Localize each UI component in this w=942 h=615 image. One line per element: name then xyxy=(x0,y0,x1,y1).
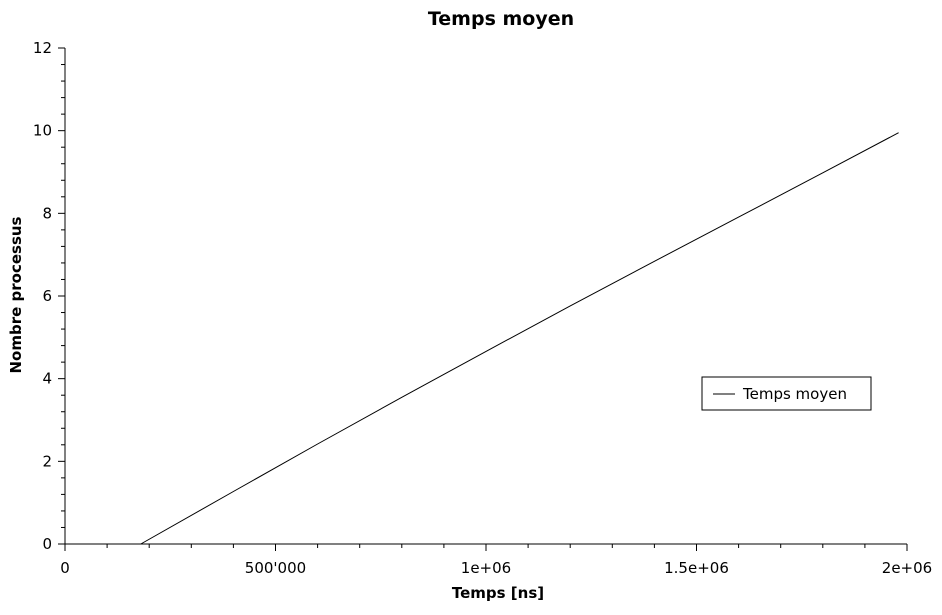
axes xyxy=(64,48,907,545)
y-tick-label: 4 xyxy=(42,370,52,388)
series-group xyxy=(140,132,899,545)
x-tick-label: 500'000 xyxy=(245,559,306,577)
legend-label: Temps moyen xyxy=(742,385,847,403)
x-tick-label: 0 xyxy=(60,559,70,577)
y-tick-label: 12 xyxy=(33,39,52,57)
chart-title: Temps moyen xyxy=(428,8,574,30)
y-tick-label: 6 xyxy=(42,287,52,305)
ticks: 0 500'000 1e+06 1.5e+06 2e+06 0 2 4 6 8 10 12 xyxy=(33,39,932,577)
x-tick-label: 2e+06 xyxy=(882,559,932,577)
series-line xyxy=(140,132,899,545)
y-tick-label: 2 xyxy=(42,452,52,470)
x-tick-label: 1.5e+06 xyxy=(664,559,729,577)
y-tick-label: 10 xyxy=(33,122,52,140)
y-axis-label: Nombre processus xyxy=(7,216,25,373)
legend: Temps moyen xyxy=(701,376,872,411)
x-axis-label: Temps [ns] xyxy=(452,584,544,602)
y-tick-label: 0 xyxy=(42,535,52,553)
x-tick-label: 1e+06 xyxy=(461,559,511,577)
y-tick-label: 8 xyxy=(42,204,52,222)
